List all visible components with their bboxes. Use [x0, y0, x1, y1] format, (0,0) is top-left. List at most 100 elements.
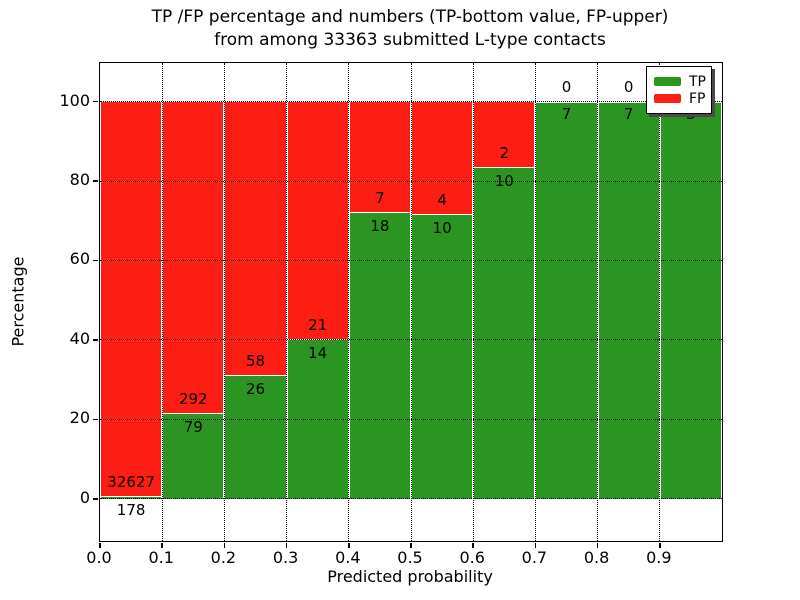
v-gridline	[286, 63, 288, 541]
x-tick-label: 0.3	[272, 548, 299, 567]
bar-0.7-0.8	[535, 101, 598, 499]
fp-value-label: 0	[561, 77, 572, 96]
tp-value-label: 3	[686, 105, 696, 124]
x-tick-label: 0.7	[521, 548, 548, 567]
h-gridline	[100, 180, 722, 182]
x-axis-label: Predicted probability	[327, 567, 493, 586]
h-gridline	[100, 418, 722, 420]
x-tick-mark	[285, 542, 288, 548]
tp-value-label: 10	[494, 171, 514, 190]
bar-segment-tp	[225, 375, 286, 499]
v-gridline	[472, 63, 474, 541]
x-tick-label: 0.8	[583, 548, 610, 567]
bar-segment-tp	[101, 496, 162, 499]
bar-segment-tp	[536, 102, 597, 499]
x-tick-label: 0.6	[459, 548, 485, 567]
v-gridline	[161, 63, 163, 541]
tp-swatch-icon	[654, 77, 681, 86]
legend-label-fp: FP	[689, 90, 706, 107]
y-tick-label: 40	[69, 328, 90, 348]
y-tick-label: 60	[69, 249, 90, 269]
fp-value-label: 21	[308, 316, 328, 335]
v-gridline	[534, 63, 536, 541]
x-tick-mark	[99, 542, 101, 548]
bar-0.9-1	[659, 101, 722, 499]
x-tick-mark	[223, 542, 226, 548]
v-gridline	[223, 63, 225, 541]
tp-value-label: 14	[308, 343, 328, 362]
bar-segment-tp	[598, 102, 659, 499]
tp-value-label: 7	[623, 105, 634, 124]
x-tick-label: 0.5	[397, 548, 423, 567]
fp-value-label: 2	[499, 143, 510, 162]
fp-value-label: 7	[375, 188, 385, 207]
tp-value-label: 18	[370, 216, 390, 235]
legend-entry-fp: FP	[654, 90, 706, 107]
x-tick-label: 0.1	[148, 548, 174, 567]
y-tick-label: 0	[79, 487, 90, 507]
bar-0.3-0.4	[286, 101, 349, 499]
bar-segment-fp	[349, 101, 410, 213]
v-gridline	[348, 63, 350, 541]
fp-value-label: 0	[623, 77, 634, 96]
x-tick-mark	[659, 542, 661, 548]
fp-value-label: 4	[437, 191, 447, 210]
tp-value-label: 7	[561, 105, 572, 124]
bar-segment-tp	[412, 215, 473, 499]
bar-segment-tp	[474, 167, 535, 499]
bar-0.4-0.5	[348, 101, 411, 499]
x-tick-label: 0.4	[335, 548, 361, 567]
chart-title: TP /FP percentage and numbers (TP-bottom…	[99, 6, 721, 52]
v-gridline	[597, 63, 599, 541]
bar-0.2-0.3	[224, 101, 287, 499]
h-gridline	[100, 259, 722, 261]
x-tick-mark	[534, 542, 537, 548]
y-tick-label: 20	[69, 408, 90, 428]
bar-segment-tp	[163, 414, 224, 499]
x-tick-mark	[410, 542, 412, 548]
y-tick-mark	[93, 418, 99, 421]
y-tick-mark	[93, 259, 99, 262]
y-tick-label: 80	[69, 170, 90, 189]
tp-value-label: 178	[116, 500, 146, 519]
fp-swatch-icon	[654, 94, 681, 103]
y-axis-label: Percentage	[8, 256, 28, 347]
h-gridline	[100, 339, 722, 341]
fp-value-label: 292	[178, 390, 208, 409]
legend: TP FP	[646, 66, 712, 114]
bar-segment-fp	[412, 101, 473, 216]
legend-entry-tp: TP	[654, 73, 706, 90]
h-gridline	[100, 498, 722, 500]
x-tick-mark	[161, 542, 163, 548]
bar-segment-fp	[536, 101, 597, 103]
bar-0.5-0.6	[411, 101, 474, 499]
y-tick-mark	[93, 339, 99, 341]
y-tick-mark	[93, 100, 99, 103]
tp-value-label: 79	[183, 418, 203, 437]
bar-segment-fp	[101, 101, 162, 497]
bar-0.8-0.9	[597, 101, 660, 499]
bar-0.6-0.7	[473, 101, 536, 499]
fp-value-label: 32627	[107, 472, 155, 491]
plot-area: 326271782927958262114718410210070703	[93, 62, 723, 548]
x-tick-mark	[348, 542, 350, 548]
y-tick-label: 100	[59, 90, 90, 110]
bar-segment-tp	[660, 102, 721, 499]
y-tick-mark	[93, 498, 99, 500]
bar-0-0.1	[100, 101, 163, 499]
x-tick-label: 0.2	[210, 548, 237, 567]
bar-segment-fp	[474, 101, 535, 168]
bar-segment-fp	[598, 101, 659, 103]
x-tick-label: 0.9	[646, 548, 672, 567]
y-tick-mark	[93, 180, 99, 182]
bar-segment-fp	[225, 101, 286, 376]
x-tick-mark	[472, 542, 474, 548]
bar-segment-fp	[287, 101, 348, 340]
v-gridline	[659, 63, 661, 541]
x-tick-mark	[596, 542, 599, 548]
chart-title-line2: from among 33363 submitted L-type contac…	[214, 30, 606, 50]
bar-segment-fp	[163, 101, 224, 415]
x-tick-label: 0.0	[86, 548, 112, 567]
tp-value-label: 26	[245, 379, 266, 398]
